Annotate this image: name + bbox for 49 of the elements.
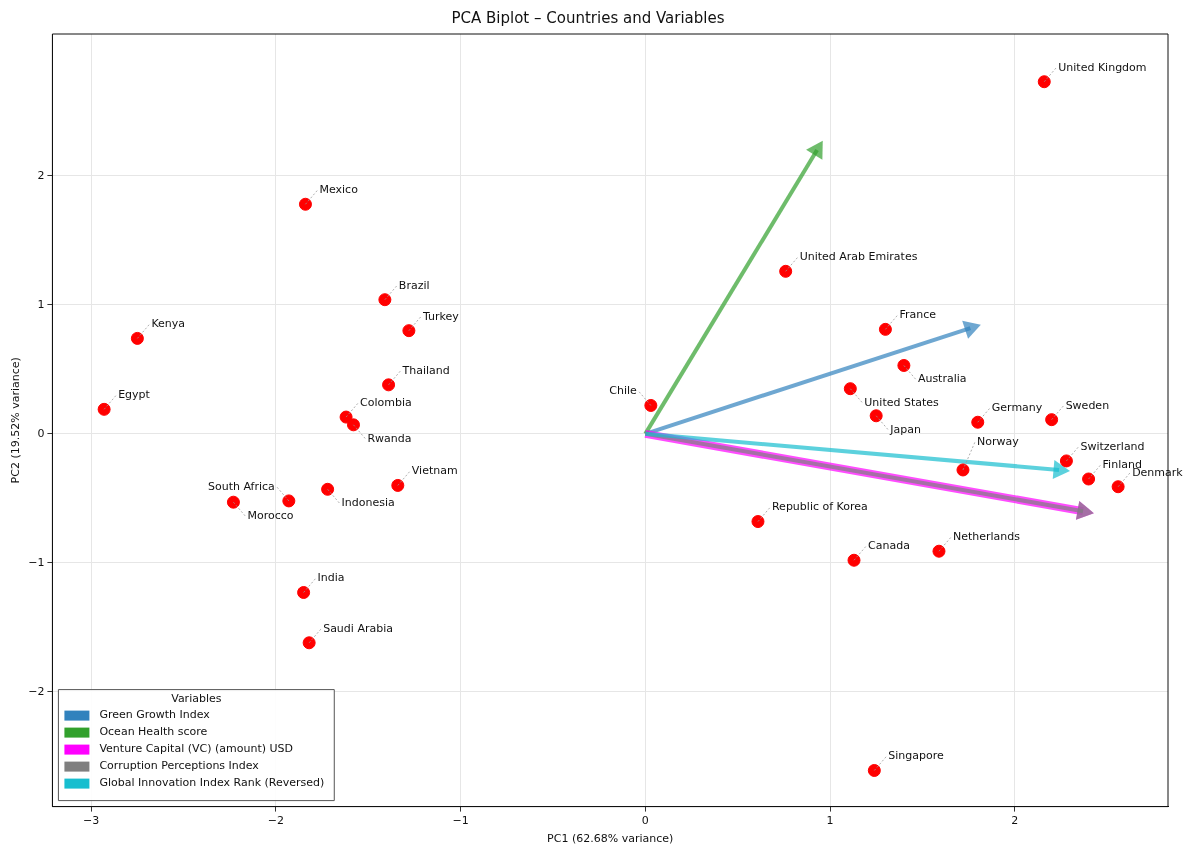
annotation: Germany (991, 401, 1043, 415)
annotation: United Kingdom (1058, 60, 1147, 74)
annotation: Republic of Korea (771, 500, 868, 514)
y-tick-label: 2 (37, 168, 45, 182)
x-tick-label: 2 (1011, 814, 1019, 828)
x-tick-label: 0 (641, 814, 649, 828)
annotation: Vietnam (411, 464, 458, 478)
x-tick-label: −3 (83, 814, 100, 828)
y-tick-label: −1 (28, 555, 45, 569)
annotation: Chile (609, 384, 638, 398)
annotation: Thailand (401, 363, 450, 377)
annotation: Turkey (421, 309, 460, 323)
annotation: United Arab Emirates (799, 250, 918, 264)
legend-label: Corruption Perceptions Index (99, 759, 260, 773)
annotation: Sweden (1065, 398, 1110, 412)
annotation: Colombia (360, 395, 412, 409)
annotation: Netherlands (952, 530, 1021, 544)
x-axis-title: PC1 (62.68% variance) (547, 832, 674, 846)
legend-label: Ocean Health score (99, 725, 208, 739)
annotation: Egypt (118, 388, 151, 402)
y-tick-label: −2 (28, 684, 45, 698)
annotation: Canada (868, 539, 910, 553)
legend-label: Green Growth Index (99, 708, 211, 722)
annotation: Mexico (319, 183, 359, 197)
annotation: United States (864, 395, 940, 409)
x-tick-label: −2 (267, 814, 285, 828)
annotation: South Africa (207, 479, 275, 493)
annotation: Australia (917, 372, 967, 386)
annotation: Switzerland (1080, 439, 1145, 453)
annotation: Norway (976, 434, 1020, 448)
y-tick-label: 0 (37, 426, 45, 440)
annotation: Saudi Arabia (323, 621, 393, 635)
annotation: Morocco (247, 509, 294, 523)
x-tick-label: 1 (826, 814, 834, 828)
annotation: Japan (889, 422, 921, 436)
y-tick-label: 1 (37, 297, 45, 311)
annotation: Brazil (398, 278, 430, 292)
annotation: Kenya (151, 317, 186, 331)
annotation: Indonesia (341, 496, 395, 510)
legend-label: Global Innovation Index Rank (Reversed) (99, 776, 325, 790)
x-tick-label: −1 (452, 814, 469, 828)
y-axis-title: PC2 (19.52% variance) (9, 357, 23, 484)
chart-title: PCA Biplot – Countries and Variables (451, 8, 725, 27)
annotation: Singapore (888, 749, 945, 763)
annotation: France (899, 308, 937, 322)
annotation: India (317, 571, 345, 585)
legend-label: Venture Capital (VC) (amount) USD (99, 742, 294, 756)
legend-title: Variables (171, 692, 222, 706)
annotation: Rwanda (367, 431, 412, 445)
